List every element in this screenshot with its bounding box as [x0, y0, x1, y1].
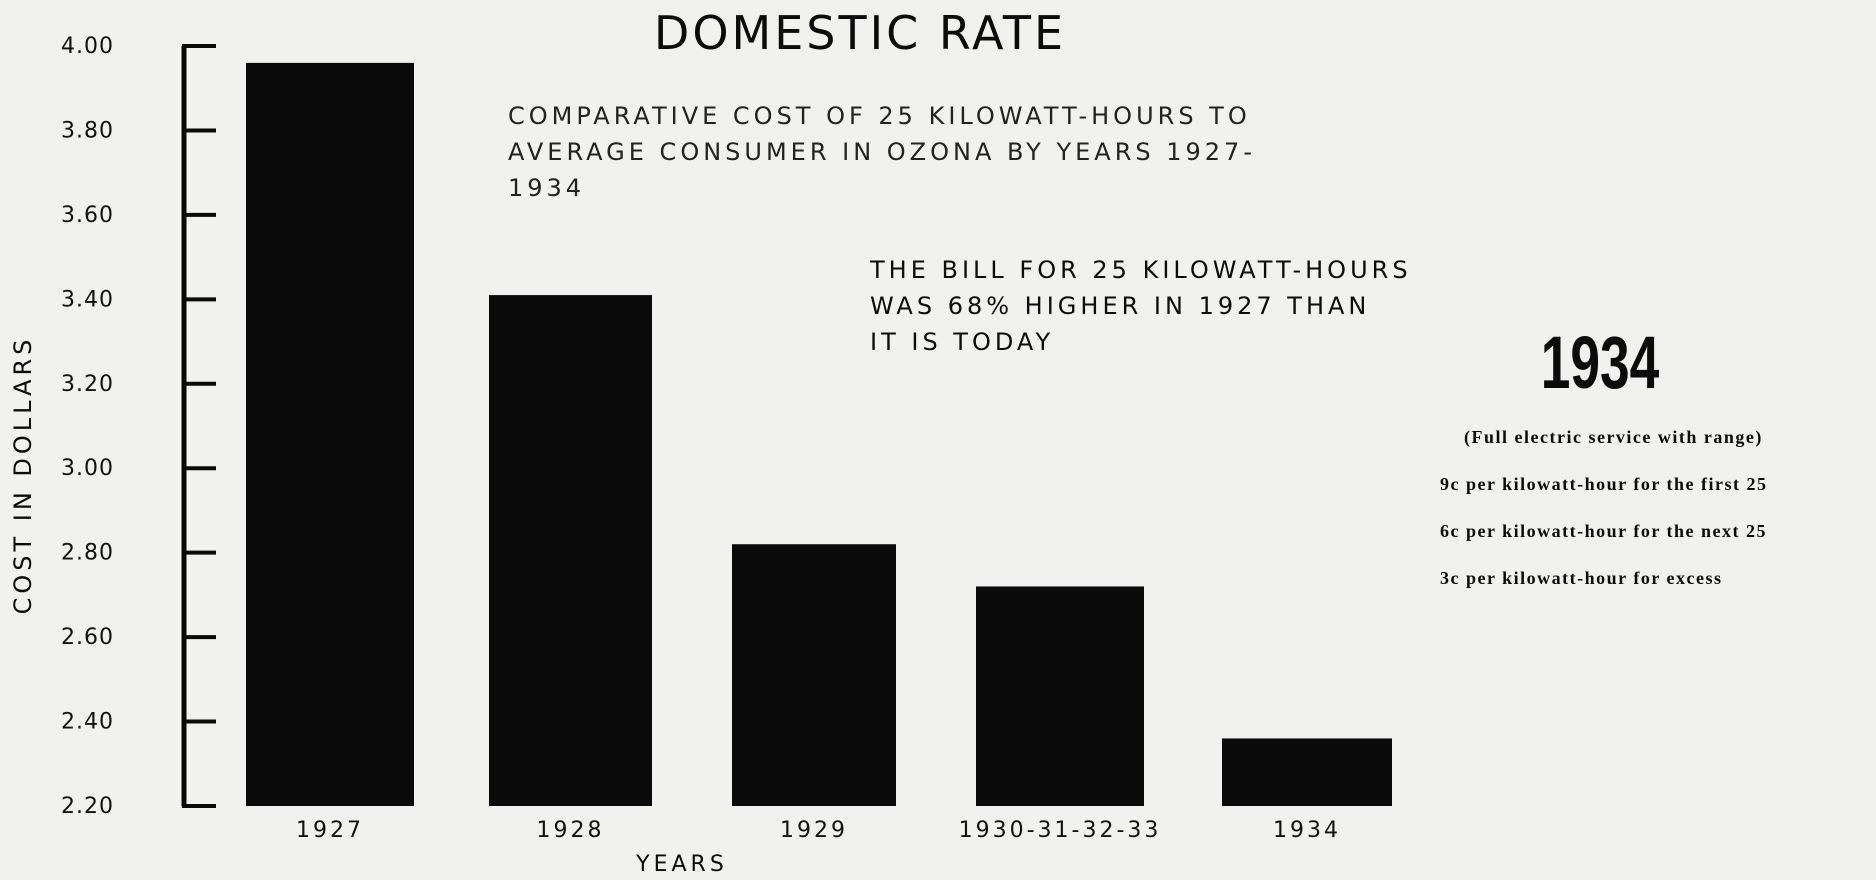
x-axis-label: YEARS [636, 852, 728, 877]
x-tick-label: 1927 [296, 818, 364, 843]
x-tick-label: 1930-31-32-33 [959, 818, 1162, 843]
y-tick-label: 3.20 [61, 372, 114, 397]
y-tick-label: 3.40 [61, 287, 114, 312]
bar-1 [489, 295, 652, 806]
chart-annotation: THE BILL FOR 25 KILOWATT-HOURS WAS 68% H… [870, 252, 1450, 360]
subtitle-line-1: COMPARATIVE COST OF 25 KILOWATT-HOURS TO [508, 102, 1251, 130]
chart-subtitle: COMPARATIVE COST OF 25 KILOWATT-HOURS TO… [508, 98, 1328, 206]
annotation-line-1: THE BILL FOR 25 KILOWATT-HOURS [870, 256, 1412, 284]
rate-line-2: 6c per kilowatt-hour for the next 25 [1440, 521, 1767, 541]
x-tick-label: 1929 [780, 818, 848, 843]
y-axis-label: COST IN DOLLARS [9, 335, 37, 615]
chart-title: DOMESTIC RATE [653, 6, 1067, 60]
bar-3 [976, 586, 1144, 806]
y-tick-label: 2.80 [61, 541, 114, 566]
annotation-line-2: WAS 68% HIGHER IN 1927 THAN [870, 292, 1371, 320]
x-tick-label: 1928 [537, 818, 605, 843]
annotation-line-3: IT IS TODAY [870, 328, 1055, 356]
y-tick-label: 3.00 [61, 456, 114, 481]
rate-line-3: 3c per kilowatt-hour for excess [1440, 568, 1723, 588]
y-tick-label: 4.00 [61, 34, 114, 59]
bar-2 [732, 544, 896, 806]
y-tick-label: 3.60 [61, 203, 114, 228]
rate-year: 1934 [1540, 321, 1660, 404]
y-tick-label: 2.60 [61, 625, 114, 650]
y-tick-label: 2.40 [61, 710, 114, 735]
x-tick-label: 1934 [1273, 818, 1341, 843]
rate-note: (Full electric service with range) [1464, 427, 1763, 447]
y-tick-label: 2.20 [61, 794, 114, 819]
rate-line-1: 9c per kilowatt-hour for the first 25 [1440, 474, 1768, 494]
rate-panel: 1934 (Full electric service with range) … [1440, 320, 1870, 589]
y-tick-label: 3.80 [61, 118, 114, 143]
bar-0 [246, 62, 414, 806]
subtitle-line-2: AVERAGE CONSUMER IN OZONA BY YEARS 1927-… [508, 138, 1256, 202]
bar-4 [1222, 738, 1392, 806]
